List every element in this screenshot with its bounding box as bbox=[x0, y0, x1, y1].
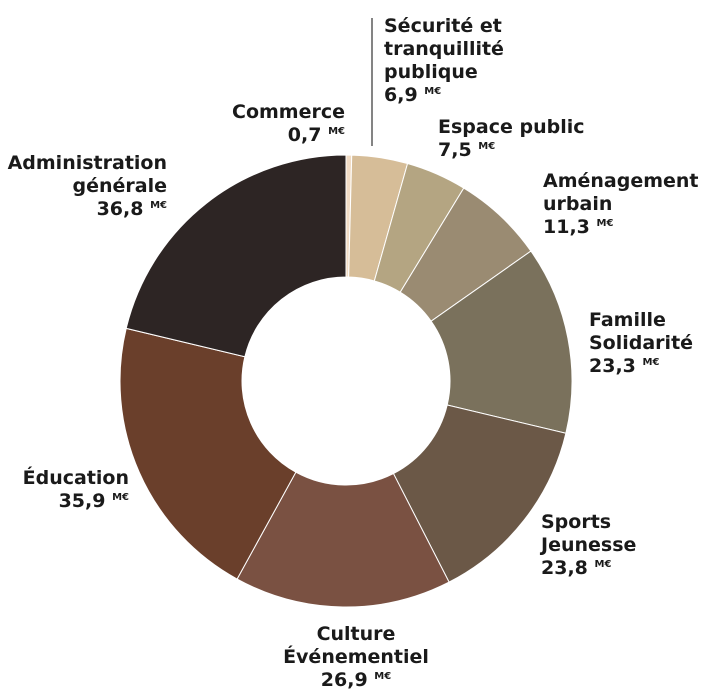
label-value: 26,9 bbox=[321, 669, 375, 691]
slice-label-text: Espace public 7,5 M€ bbox=[438, 116, 585, 161]
label-value: 35,9 bbox=[59, 490, 113, 512]
label-line: Événementiel bbox=[283, 645, 429, 668]
donut-slices bbox=[119, 154, 573, 608]
slice--ducation bbox=[119, 327, 297, 580]
label-line: urbain bbox=[543, 193, 612, 215]
label--ducation: Éducation 35,9 M€ bbox=[23, 466, 129, 512]
label-unit: M€ bbox=[112, 492, 129, 503]
label-s-curit-et-tranquillit-publique: Sécurité et tranquillité publique 6,9 M€ bbox=[384, 15, 504, 106]
label-line: publique bbox=[384, 61, 478, 83]
slice-label-text: Sécurité et tranquillité publique 6,9 M€ bbox=[384, 15, 504, 106]
label-unit: M€ bbox=[150, 200, 167, 211]
label-line: générale bbox=[73, 175, 168, 197]
label-value: 7,5 bbox=[438, 139, 478, 161]
slice-labels: Commerce 0,7 M€Sécurité et tranquillité pub… bbox=[8, 15, 699, 691]
label-value: 0,7 bbox=[288, 124, 328, 146]
label-unit: M€ bbox=[328, 126, 345, 137]
slice-label-text: Aménagement urbain 11,3 M€ bbox=[543, 170, 699, 238]
label-sports-jeunesse: Sports Jeunesse 23,8 M€ bbox=[539, 511, 636, 579]
slice-culture-v-nementiel bbox=[236, 471, 450, 608]
label-line: Sécurité et bbox=[384, 15, 502, 37]
label-value: 6,9 bbox=[384, 84, 424, 106]
label-unit: M€ bbox=[374, 671, 391, 682]
label-unit: M€ bbox=[424, 86, 441, 97]
label-line: tranquillité bbox=[384, 38, 504, 60]
label-value: 36,8 bbox=[97, 198, 151, 220]
slice-label-text: Éducation 35,9 M€ bbox=[23, 466, 129, 512]
label-value: 23,8 bbox=[541, 557, 595, 579]
label-line: Sports bbox=[541, 511, 611, 533]
slice-administration-g-n-rale bbox=[125, 154, 347, 358]
label-line: Commerce bbox=[232, 101, 345, 123]
label-espace-public: Espace public 7,5 M€ bbox=[438, 116, 585, 161]
slice-famille-solidarit- bbox=[430, 250, 573, 434]
slice-label-text: Famille Solidarité 23,3 M€ bbox=[589, 309, 693, 377]
label-culture-v-nementiel: Culture Événementiel 26,9 M€ bbox=[283, 623, 429, 691]
label-value: 23,3 bbox=[589, 355, 643, 377]
slice-label-text: Culture Événementiel 26,9 M€ bbox=[283, 623, 429, 691]
label-unit: M€ bbox=[595, 559, 612, 570]
label-unit: M€ bbox=[643, 357, 660, 368]
label-famille-solidarit-: Famille Solidarité 23,3 M€ bbox=[589, 309, 693, 377]
label-unit: M€ bbox=[478, 141, 495, 152]
label-commerce: Commerce 0,7 M€ bbox=[232, 101, 345, 146]
label-unit: M€ bbox=[597, 218, 614, 229]
label-value: 11,3 bbox=[543, 216, 597, 238]
slice-label-text: Administration générale 36,8 M€ bbox=[8, 152, 167, 220]
label-line: Espace public bbox=[438, 116, 585, 138]
slice-label-text: Commerce 0,7 M€ bbox=[232, 101, 345, 146]
label-line: Éducation bbox=[23, 466, 129, 489]
label-line: Culture bbox=[317, 623, 396, 645]
label-line: Famille bbox=[589, 309, 666, 331]
label-am-nagement-urbain: Aménagement urbain 11,3 M€ bbox=[543, 170, 699, 238]
label-line: Solidarité bbox=[589, 332, 693, 354]
label-line: Aménagement bbox=[543, 170, 699, 192]
slice-label-text: Sports Jeunesse 23,8 M€ bbox=[539, 511, 636, 579]
label-line: Administration bbox=[8, 152, 167, 174]
label-administration-g-n-rale: Administration générale 36,8 M€ bbox=[8, 152, 167, 220]
slice-sports-jeunesse bbox=[392, 404, 567, 583]
label-line: Jeunesse bbox=[539, 534, 636, 556]
